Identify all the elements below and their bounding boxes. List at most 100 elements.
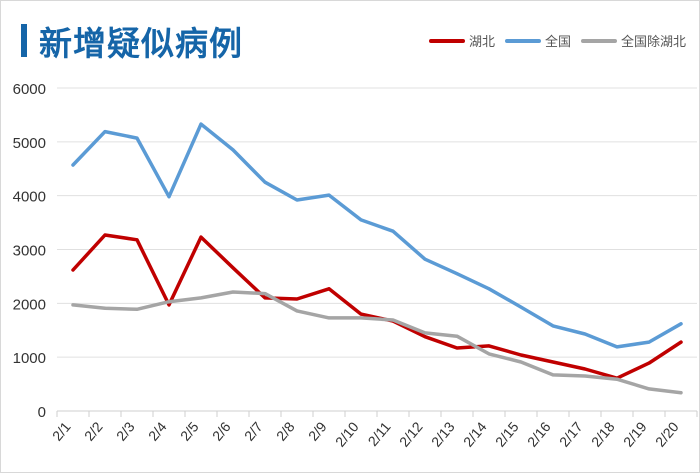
data-point [327, 316, 331, 320]
data-point [551, 373, 555, 377]
data-point [231, 266, 235, 270]
data-point [327, 287, 331, 291]
data-point [263, 296, 267, 300]
x-tick-label: 2/5 [177, 418, 202, 443]
legend-label: 湖北 [468, 35, 495, 50]
x-tick-label: 2/1 [49, 418, 74, 443]
data-point [391, 229, 395, 233]
chart-title: 新增疑似病例 [39, 24, 243, 63]
x-tick-label: 2/11 [365, 418, 394, 449]
data-point [167, 303, 171, 307]
data-point [359, 316, 363, 320]
data-point [423, 335, 427, 339]
data-point [519, 353, 523, 357]
data-point [71, 303, 75, 307]
y-tick-label: 6000 [13, 81, 46, 98]
data-point [647, 361, 651, 365]
data-point [263, 180, 267, 184]
x-tick-label: 2/19 [620, 418, 650, 449]
x-tick-label: 2/10 [332, 418, 362, 449]
x-tick-label: 2/3 [113, 418, 138, 443]
legend-swatch [580, 38, 617, 43]
x-tick-label: 2/13 [428, 418, 458, 449]
data-point [487, 344, 491, 348]
data-point [167, 300, 171, 304]
title-accent-bar [21, 24, 27, 57]
legend-item-hubei: 湖北 [428, 31, 495, 50]
y-tick-label: 2000 [13, 296, 46, 313]
data-point [71, 268, 75, 272]
data-point [199, 235, 203, 239]
x-tick-label: 2/17 [556, 418, 586, 449]
data-point [551, 324, 555, 328]
y-tick-label: 1000 [13, 350, 46, 367]
data-point [167, 195, 171, 199]
series-line-2 [71, 290, 683, 395]
data-point [679, 391, 683, 395]
data-point [455, 334, 459, 338]
legend-swatch [428, 38, 465, 43]
x-tick-label: 2/2 [81, 418, 106, 443]
data-point [71, 163, 75, 167]
data-point [231, 148, 235, 152]
data-point [135, 136, 139, 140]
data-point [647, 340, 651, 344]
data-point [519, 305, 523, 309]
legend-swatch [504, 38, 541, 43]
data-point [455, 346, 459, 350]
data-point [679, 340, 683, 344]
data-point [583, 367, 587, 371]
data-point [455, 272, 459, 276]
data-point [135, 238, 139, 242]
data-point [423, 331, 427, 335]
legend-label: 全国 [544, 35, 571, 50]
x-tick-label: 2/14 [460, 418, 490, 449]
legend: 湖北 全国 全国除湖北 [419, 31, 686, 50]
data-point [487, 287, 491, 291]
legend-item-national-ex-hubei: 全国除湖北 [580, 31, 686, 50]
data-point [519, 360, 523, 364]
data-point [359, 218, 363, 222]
x-tick-label: 2/6 [209, 418, 234, 443]
y-tick-label: 3000 [13, 243, 46, 260]
y-tick-label: 4000 [13, 189, 46, 206]
data-point [679, 322, 683, 326]
data-point [359, 312, 363, 316]
x-tick-label: 2/8 [273, 418, 298, 443]
data-point [615, 345, 619, 349]
x-tick-label: 2/12 [396, 418, 426, 449]
data-point [135, 307, 139, 311]
data-point [327, 193, 331, 197]
data-point [231, 290, 235, 294]
data-point [551, 360, 555, 364]
data-point [423, 257, 427, 261]
data-point [103, 130, 107, 134]
data-point [263, 292, 267, 296]
legend-label: 全国除湖北 [620, 35, 686, 50]
data-point [583, 374, 587, 378]
data-point [295, 309, 299, 313]
x-tick-label: 2/20 [652, 418, 682, 449]
data-point [199, 122, 203, 126]
y-tick-label: 0 [38, 404, 46, 421]
x-tick-label: 2/9 [305, 418, 330, 443]
y-tick-label: 5000 [13, 135, 46, 152]
data-point [103, 233, 107, 237]
x-tick-label: 2/7 [241, 418, 266, 443]
x-tick-label: 2/4 [145, 418, 170, 443]
x-tick-label: 2/15 [492, 418, 522, 449]
series-line-1 [71, 122, 683, 349]
data-point [615, 377, 619, 381]
x-tick-label: 2/18 [588, 418, 618, 449]
data-point [583, 332, 587, 336]
data-point [487, 352, 491, 356]
data-point [647, 387, 651, 391]
data-point [103, 306, 107, 310]
data-point [391, 318, 395, 322]
data-point [295, 198, 299, 202]
data-point [295, 297, 299, 301]
data-point [199, 296, 203, 300]
x-tick-label: 2/16 [524, 418, 554, 449]
legend-item-national: 全国 [504, 31, 571, 50]
